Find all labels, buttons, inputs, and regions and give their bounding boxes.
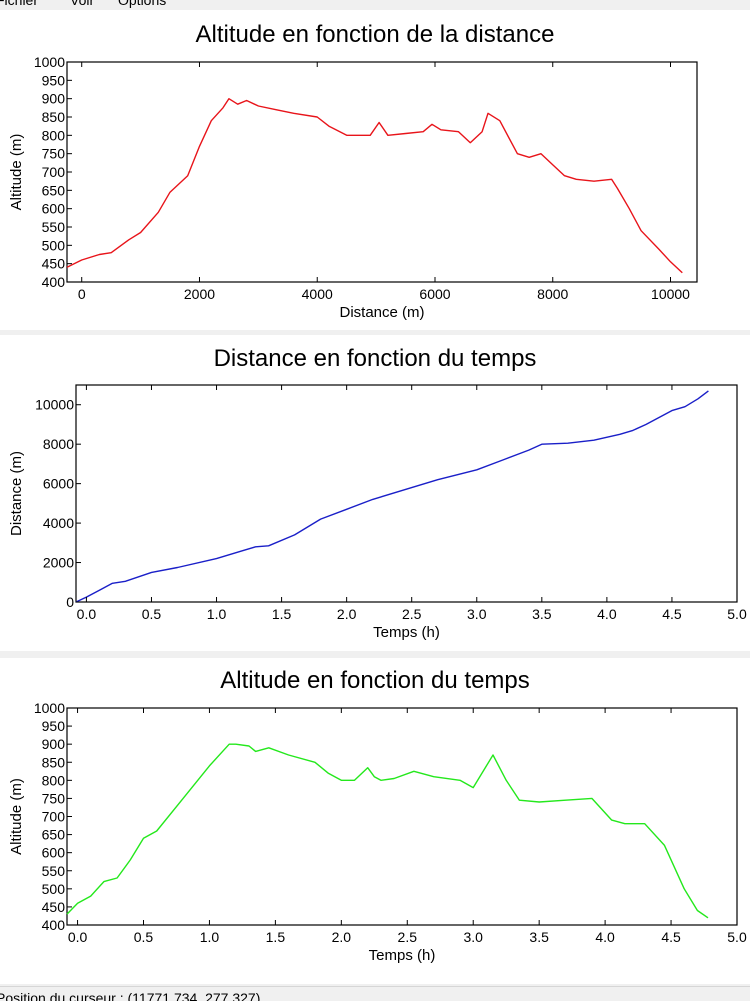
status-bar: Position du curseur : (11771.734, 277.32… xyxy=(0,986,750,1001)
y-tick-label: 8000 xyxy=(43,436,74,452)
chart-title: Altitude en fonction du temps xyxy=(220,667,530,694)
chart-panel-altitude-distance: Altitude en fonction de la distance 400 4… xyxy=(0,10,750,330)
y-tick-label: 700 xyxy=(42,164,66,180)
y-tick-label: 800 xyxy=(42,127,66,143)
y-tick-label: 800 xyxy=(42,772,66,788)
y-tick-label: 900 xyxy=(42,91,66,107)
y-tick-label: 6000 xyxy=(43,476,74,492)
y-tick-label: 600 xyxy=(42,201,66,217)
x-tick-label: 2.0 xyxy=(337,606,357,622)
y-tick-label: 900 xyxy=(42,736,66,752)
plot-frame xyxy=(66,61,698,283)
cursor-position-text: Position du curseur : (11771.734, 277.32… xyxy=(0,990,261,1001)
x-tick-label: 4000 xyxy=(302,286,333,302)
x-tick-label: 1.5 xyxy=(272,606,292,622)
x-tick-label: 3.5 xyxy=(532,606,552,622)
chart-title: Altitude en fonction de la distance xyxy=(195,21,555,48)
x-tick-label: 0.5 xyxy=(142,606,162,622)
x-tick-label: 2000 xyxy=(184,286,215,302)
x-tick-label: 8000 xyxy=(537,286,568,302)
menu-bar: Fichier Voir Options xyxy=(0,0,750,9)
chart-altitude-temps: 400 450 500 550 600 650 700 750 800 850 900 950 1000… xyxy=(8,700,747,964)
y-axis-label: Distance (m) xyxy=(8,451,25,536)
x-tick-label: 4.0 xyxy=(595,929,615,945)
chart-distance-temps: 0 2000 4000 6000 8000 10000 0.0 0.5 1.0 1.5 2.0 2.5… xyxy=(8,384,747,641)
x-tick-label: 0.5 xyxy=(134,929,154,945)
x-tick-label: 3.0 xyxy=(463,929,483,945)
x-tick-label: 4.5 xyxy=(661,929,681,945)
y-tick-label: 450 xyxy=(42,899,66,915)
plot-frame xyxy=(66,707,738,926)
x-tick-label: 1.0 xyxy=(200,929,220,945)
y-tick-label: 550 xyxy=(42,863,66,879)
plot-frame xyxy=(75,384,738,603)
x-tick-label: 2.0 xyxy=(332,929,352,945)
chart-panel-distance-temps: Distance en fonction du temps 0 2000 4000 6… xyxy=(0,335,750,651)
y-tick-label: 1000 xyxy=(34,54,65,70)
x-tick-label: 4.0 xyxy=(597,606,617,622)
y-tick-label: 500 xyxy=(42,237,66,253)
y-tick-label: 600 xyxy=(42,845,66,861)
chart-altitude-distance: 400 450 500 550 600 650 700 750 800 850 900 950 1000… xyxy=(8,54,698,321)
y-tick-label: 750 xyxy=(42,790,66,806)
series-line xyxy=(75,390,709,603)
x-axis-label: Distance (m) xyxy=(339,304,424,321)
y-tick-label: 450 xyxy=(42,256,66,272)
y-tick-label: 650 xyxy=(42,182,66,198)
y-tick-label: 700 xyxy=(42,809,66,825)
y-axis-label: Altitude (m) xyxy=(8,134,25,211)
x-tick-label: 1.5 xyxy=(266,929,286,945)
y-tick-label: 1000 xyxy=(34,700,65,716)
x-tick-label: 4.5 xyxy=(662,606,682,622)
x-tick-label: 2.5 xyxy=(398,929,418,945)
x-tick-label: 3.5 xyxy=(529,929,549,945)
y-tick-label: 4000 xyxy=(43,515,74,531)
x-tick-label: 6000 xyxy=(419,286,450,302)
menu-item-fichier[interactable]: Fichier xyxy=(0,0,39,8)
menu-item-options[interactable]: Options xyxy=(118,0,167,8)
x-tick-label: 10000 xyxy=(651,286,690,302)
x-tick-label: 0.0 xyxy=(77,606,97,622)
chart-title: Distance en fonction du temps xyxy=(213,345,537,372)
chart-panel-altitude-temps: Altitude en fonction du temps 400 450 500 5… xyxy=(0,658,750,984)
y-tick-label: 950 xyxy=(42,72,66,88)
y-tick-label: 500 xyxy=(42,881,66,897)
x-axis-label: Temps (h) xyxy=(369,947,436,964)
series-line xyxy=(66,743,709,919)
series-line xyxy=(66,97,683,274)
y-tick-label: 550 xyxy=(42,219,66,235)
y-tick-label: 2000 xyxy=(43,555,74,571)
x-tick-label: 5.0 xyxy=(727,606,747,622)
y-tick-label: 950 xyxy=(42,718,66,734)
y-axis-label: Altitude (m) xyxy=(8,778,25,855)
x-tick-label: 2.5 xyxy=(402,606,422,622)
x-tick-label: 0 xyxy=(78,286,86,302)
x-tick-label: 5.0 xyxy=(727,929,747,945)
y-tick-label: 400 xyxy=(42,274,66,290)
y-tick-label: 0 xyxy=(66,594,74,610)
y-tick-label: 750 xyxy=(42,146,66,162)
x-tick-label: 1.0 xyxy=(207,606,227,622)
y-tick-label: 850 xyxy=(42,754,66,770)
x-tick-label: 3.0 xyxy=(467,606,487,622)
x-tick-label: 0.0 xyxy=(68,929,88,945)
y-tick-label: 850 xyxy=(42,109,66,125)
y-tick-label: 400 xyxy=(42,917,66,933)
menu-item-voir[interactable]: Voir xyxy=(70,0,95,8)
y-tick-label: 650 xyxy=(42,827,66,843)
x-axis-label: Temps (h) xyxy=(373,624,440,641)
y-tick-label: 10000 xyxy=(35,397,74,413)
